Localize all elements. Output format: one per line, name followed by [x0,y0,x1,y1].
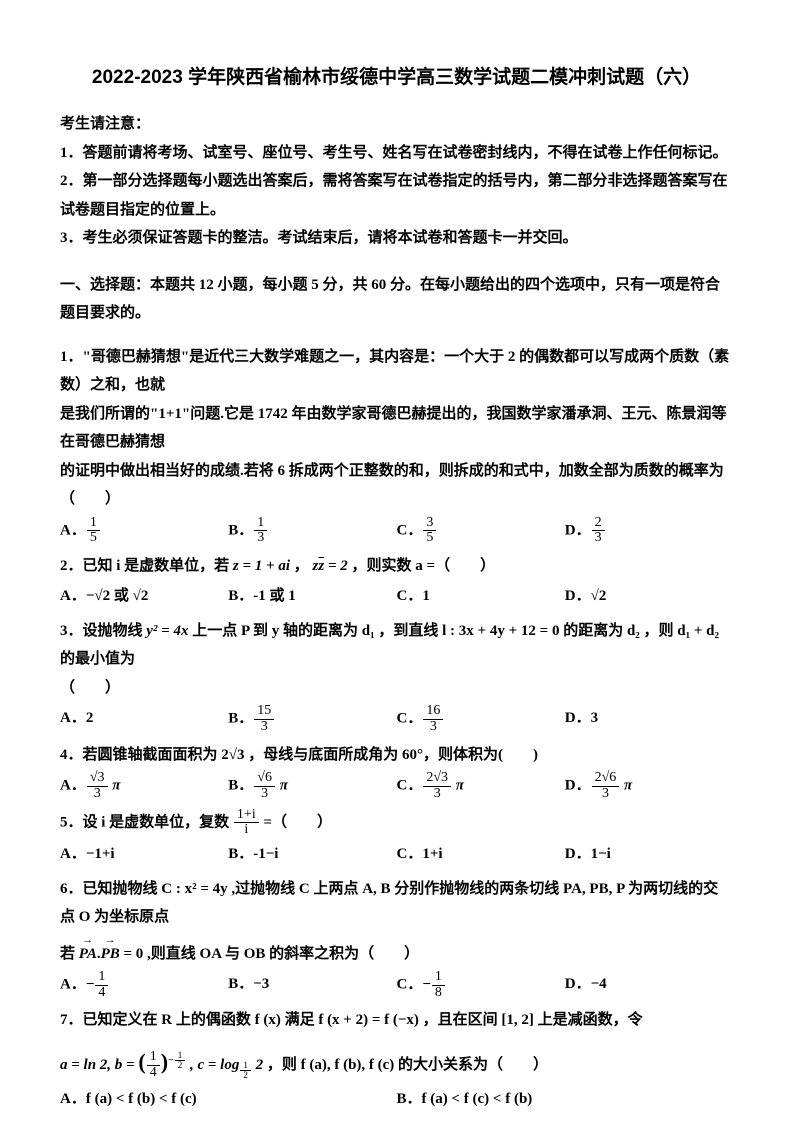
q6-vec2: PB [101,940,120,969]
q2-stem-a: 2．已知 i 是虚数单位，若 [60,558,233,574]
question-3: 3．设抛物线 y² = 4x 上一点 P 到 y 轴的距离为 d₁ ，到直线 l… [60,617,733,735]
q4-option-d: D．2√63 π [565,771,733,801]
q3-eq: y² = 4x [146,623,188,639]
page-title: 2022-2023 学年陕西省榆林市绥德中学高三数学试题二模冲刺试题（六） [60,60,733,96]
q6-stem-a: 6．已知抛物线 C : x² = 4y ,过抛物线 C 上两点 A, B 分别作… [60,875,733,932]
q6-option-b: B．−3 [228,970,396,1000]
section1-intro: 一、选择题：本题共 12 小题，每小题 5 分，共 60 分。在每小题给出的四个… [60,271,733,328]
q2-stem-b: ，则实数 a =（ ） [352,558,496,574]
q5-stem-a: 5．设 i 是虚数单位，复数 [60,814,233,830]
q5-option-a: A．−1+i [60,840,228,869]
q3-option-c: C．163 [397,704,565,734]
q7-stem-a: 7．已知定义在 R 上的偶函数 f (x) 满足 f (x + 2) = f (… [60,1006,733,1035]
q5-option-c: C．1+i [397,840,565,869]
question-5: 5．设 i 是虚数单位，复数 1+ii =（ ） A．−1+i B．-1−i C… [60,808,733,869]
q7-option-b: B．f (a) < f (c) < f (b) [397,1085,734,1114]
q3-option-d: D．3 [565,704,733,734]
q6-option-a: A．−14 [60,970,228,1000]
q6-vec1: PA [79,940,97,969]
notice-heading: 考生请注意： [60,110,733,139]
question-1: 1．"哥德巴赫猜想"是近代三大数学难题之一，其内容是：一个大于 2 的偶数都可以… [60,343,733,546]
q2-mid: ， [294,558,313,574]
q3-option-b: B．153 [228,704,396,734]
q5-stem-b: =（ ） [263,814,332,830]
question-2: 2．已知 i 是虚数单位，若 z = 1 + ai ， zz = 2 ，则实数 … [60,552,733,611]
q5-option-d: D．1−i [565,840,733,869]
q3-option-a: A．2 [60,704,228,734]
q2-expr1: z = 1 + ai [233,558,290,574]
q4-stem: 4．若圆锥轴截面面积为 2√3 ，母线与底面所成角为 60°，则体积为( ) [60,741,733,770]
q1-option-d: D．23 [565,516,733,546]
notice-line-2: 2．第一部分选择题每小题选出答案后，需将答案写在试卷指定的括号内，第二部分非选择… [60,167,733,224]
q2-option-a: A．−√2 或 √2 [60,582,228,611]
q1-option-c: C．35 [397,516,565,546]
q1-stem-b: 是我们所谓的"1+1"问题.它是 1742 年由数学家哥德巴赫提出的，我国数学家… [60,400,733,457]
q6-option-c: C．−18 [397,970,565,1000]
notice-block: 考生请注意： 1．答题前请将考场、试室号、座位号、考生号、姓名写在试卷密封线内，… [60,110,733,253]
q4-option-c: C．2√33 π [397,771,565,801]
question-7: 7．已知定义在 R 上的偶函数 f (x) 满足 f (x + 2) = f (… [60,1006,733,1113]
notice-line-3: 3．考生必须保证答题卡的整洁。考试结束后，请将本试卷和答题卡一并交回。 [60,224,733,253]
q3-stem-c: （ ） [60,674,733,703]
question-4: 4．若圆锥轴截面面积为 2√3 ，母线与底面所成角为 60°，则体积为( ) A… [60,741,733,802]
q7-mid-b: , c = log [190,1057,239,1073]
q2-option-c: C．1 [397,582,565,611]
q4-option-a: A．√33 π [60,771,228,801]
question-6: 6．已知抛物线 C : x² = 4y ,过抛物线 C 上两点 A, B 分别作… [60,875,733,1001]
q2-option-b: B．-1 或 1 [228,582,396,611]
q6-stem-c: = 0 ,则直线 OA 与 OB 的斜率之积为（ ） [124,946,420,962]
q7-mid-a: a = ln 2, b = [60,1057,138,1073]
q6-option-d: D．−4 [565,970,733,1000]
q1-stem-a: 1．"哥德巴赫猜想"是近代三大数学难题之一，其内容是：一个大于 2 的偶数都可以… [60,343,733,400]
q1-stem-c: 的证明中做出相当好的成绩.若将 6 拆成两个正整数的和，则拆成的和式中，加数全部… [60,457,733,514]
q5-option-b: B．-1−i [228,840,396,869]
q6-stem-b: 若 [60,946,79,962]
q4-option-b: B．√63 π [228,771,396,801]
q7-mid-c: ，则 f (a), f (b), f (c) 的大小关系为（ ） [267,1057,548,1073]
q1-option-b: B．13 [228,516,396,546]
q2-expr2: zz = 2 [313,558,348,574]
notice-line-1: 1．答题前请将考场、试室号、座位号、考生号、姓名写在试卷密封线内，不得在试卷上作… [60,139,733,168]
q3-stem-a: 3．设抛物线 [60,623,146,639]
q2-option-d: D．√2 [565,582,733,611]
q7-option-a: A．f (a) < f (b) < f (c) [60,1085,397,1114]
q1-option-a: A．15 [60,516,228,546]
